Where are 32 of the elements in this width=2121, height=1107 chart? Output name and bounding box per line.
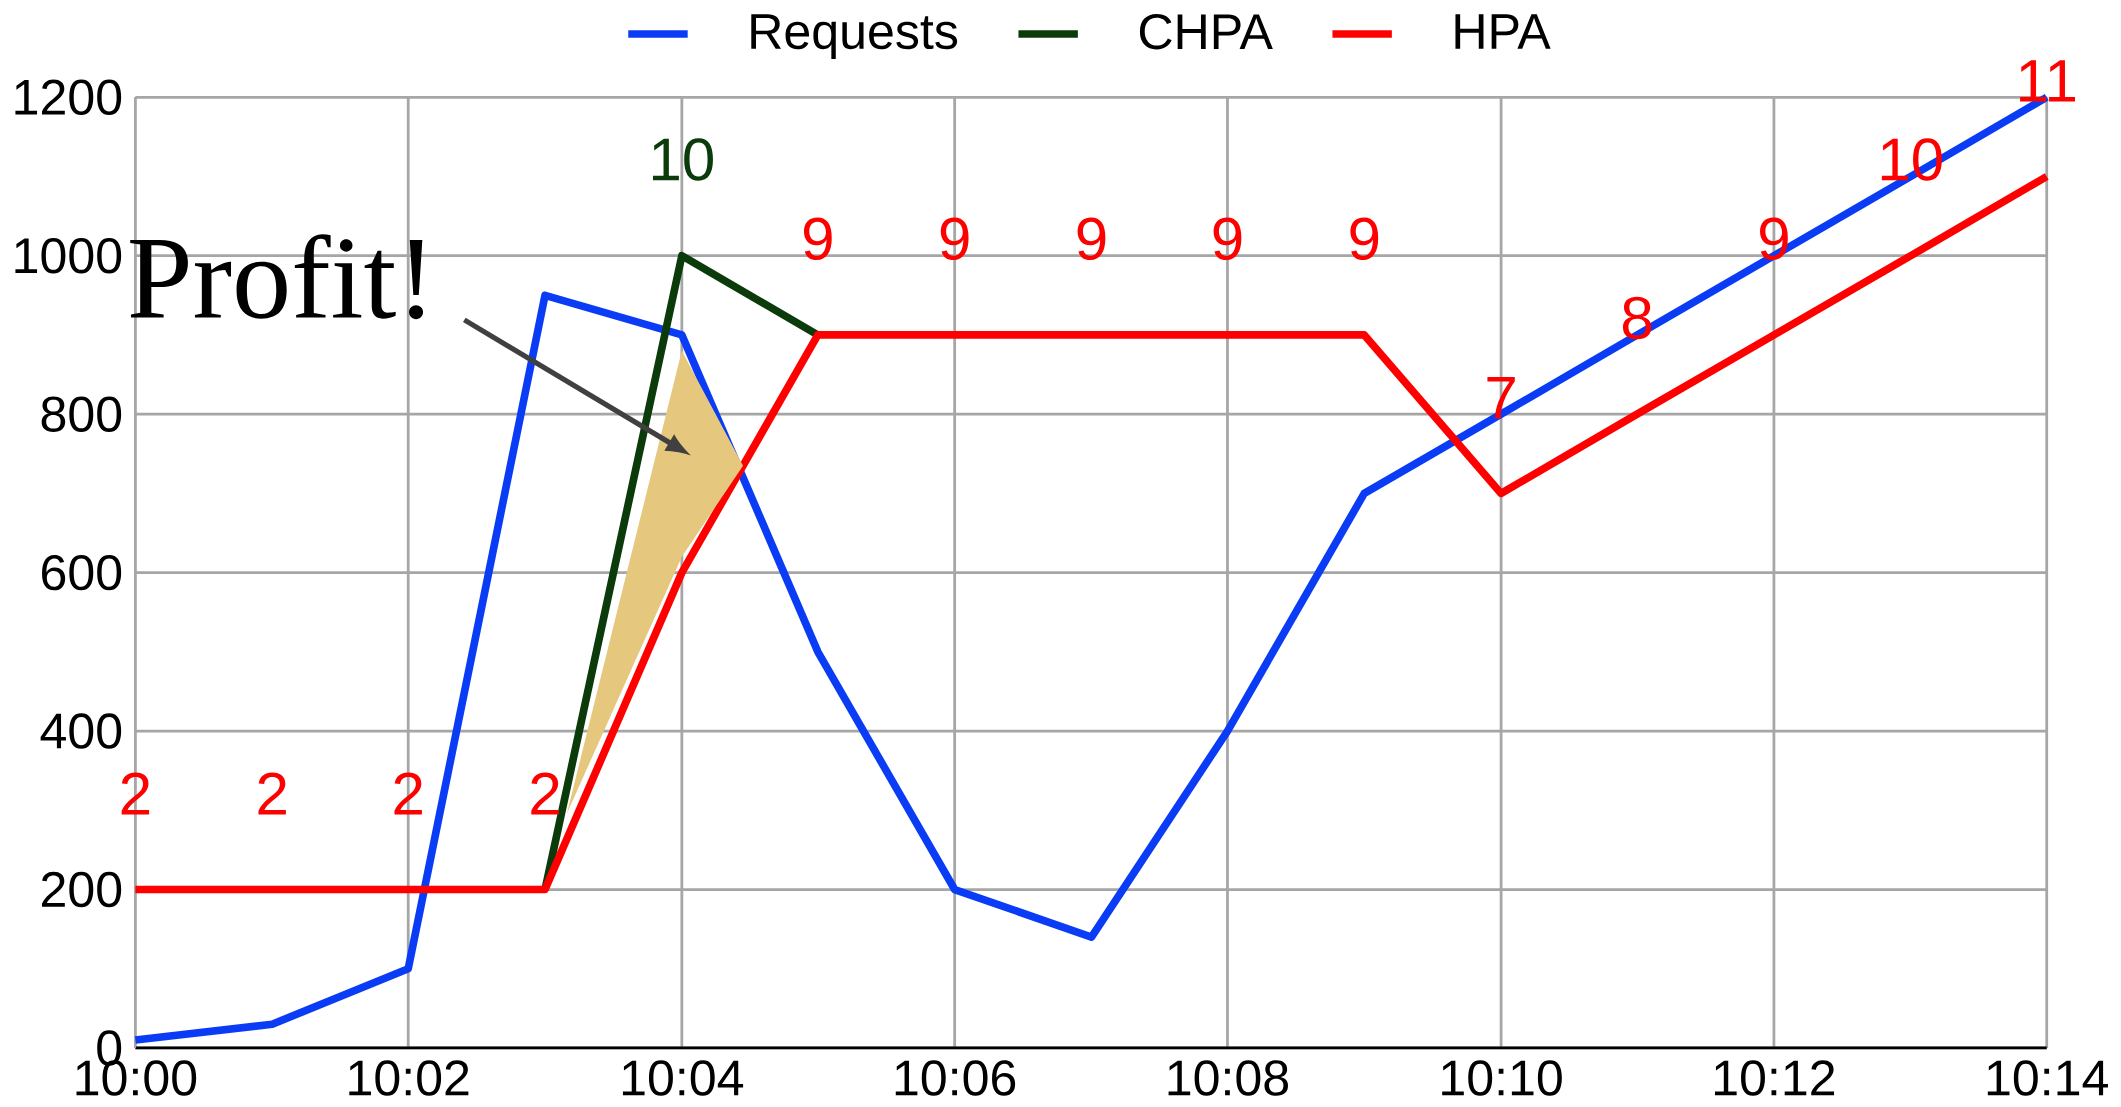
legend-label: Requests xyxy=(751,13,958,59)
legend-label: HPA xyxy=(1455,13,1551,49)
annotation: 11 xyxy=(2020,60,2075,102)
annotation: 9 xyxy=(1350,217,1379,260)
annotation: 8 xyxy=(1622,296,1652,340)
annotation: 10 xyxy=(1881,138,1942,181)
annotation: 7 xyxy=(1487,376,1515,419)
annotation: 9 xyxy=(803,217,832,260)
y-tick-label: 400 xyxy=(40,713,122,749)
y-tick-label: 200 xyxy=(41,871,122,908)
y-tick-label: 600 xyxy=(42,554,122,591)
legend-label: CHPA xyxy=(1139,13,1273,50)
annotation: 2 xyxy=(531,772,559,815)
annotation: 9 xyxy=(1213,217,1242,260)
x-tick-label: 10:10 xyxy=(1442,1060,1562,1096)
x-tick-label: 10:06 xyxy=(895,1060,1016,1096)
y-tick-label: 1200 xyxy=(15,79,122,115)
annotation: 10 xyxy=(652,138,713,181)
x-tick-label: 10:02 xyxy=(349,1060,469,1096)
annotation: 2 xyxy=(394,772,422,815)
annotation: 9 xyxy=(1760,217,1788,260)
annotation: 2 xyxy=(258,772,286,815)
annotation: 9 xyxy=(940,217,969,260)
annotation: 9 xyxy=(1077,217,1106,260)
x-tick-label: 10:12 xyxy=(1715,1060,1835,1096)
y-tick-label: 800 xyxy=(41,396,122,432)
y-tick-label: 1000 xyxy=(15,237,122,274)
x-tick-label: 10:08 xyxy=(1168,1060,1288,1096)
x-tick-label: 10:14 xyxy=(1987,1060,2108,1096)
x-tick-label: 10:04 xyxy=(622,1060,744,1096)
annotation: 2 xyxy=(121,772,150,815)
annotation: Profit! xyxy=(130,234,424,320)
